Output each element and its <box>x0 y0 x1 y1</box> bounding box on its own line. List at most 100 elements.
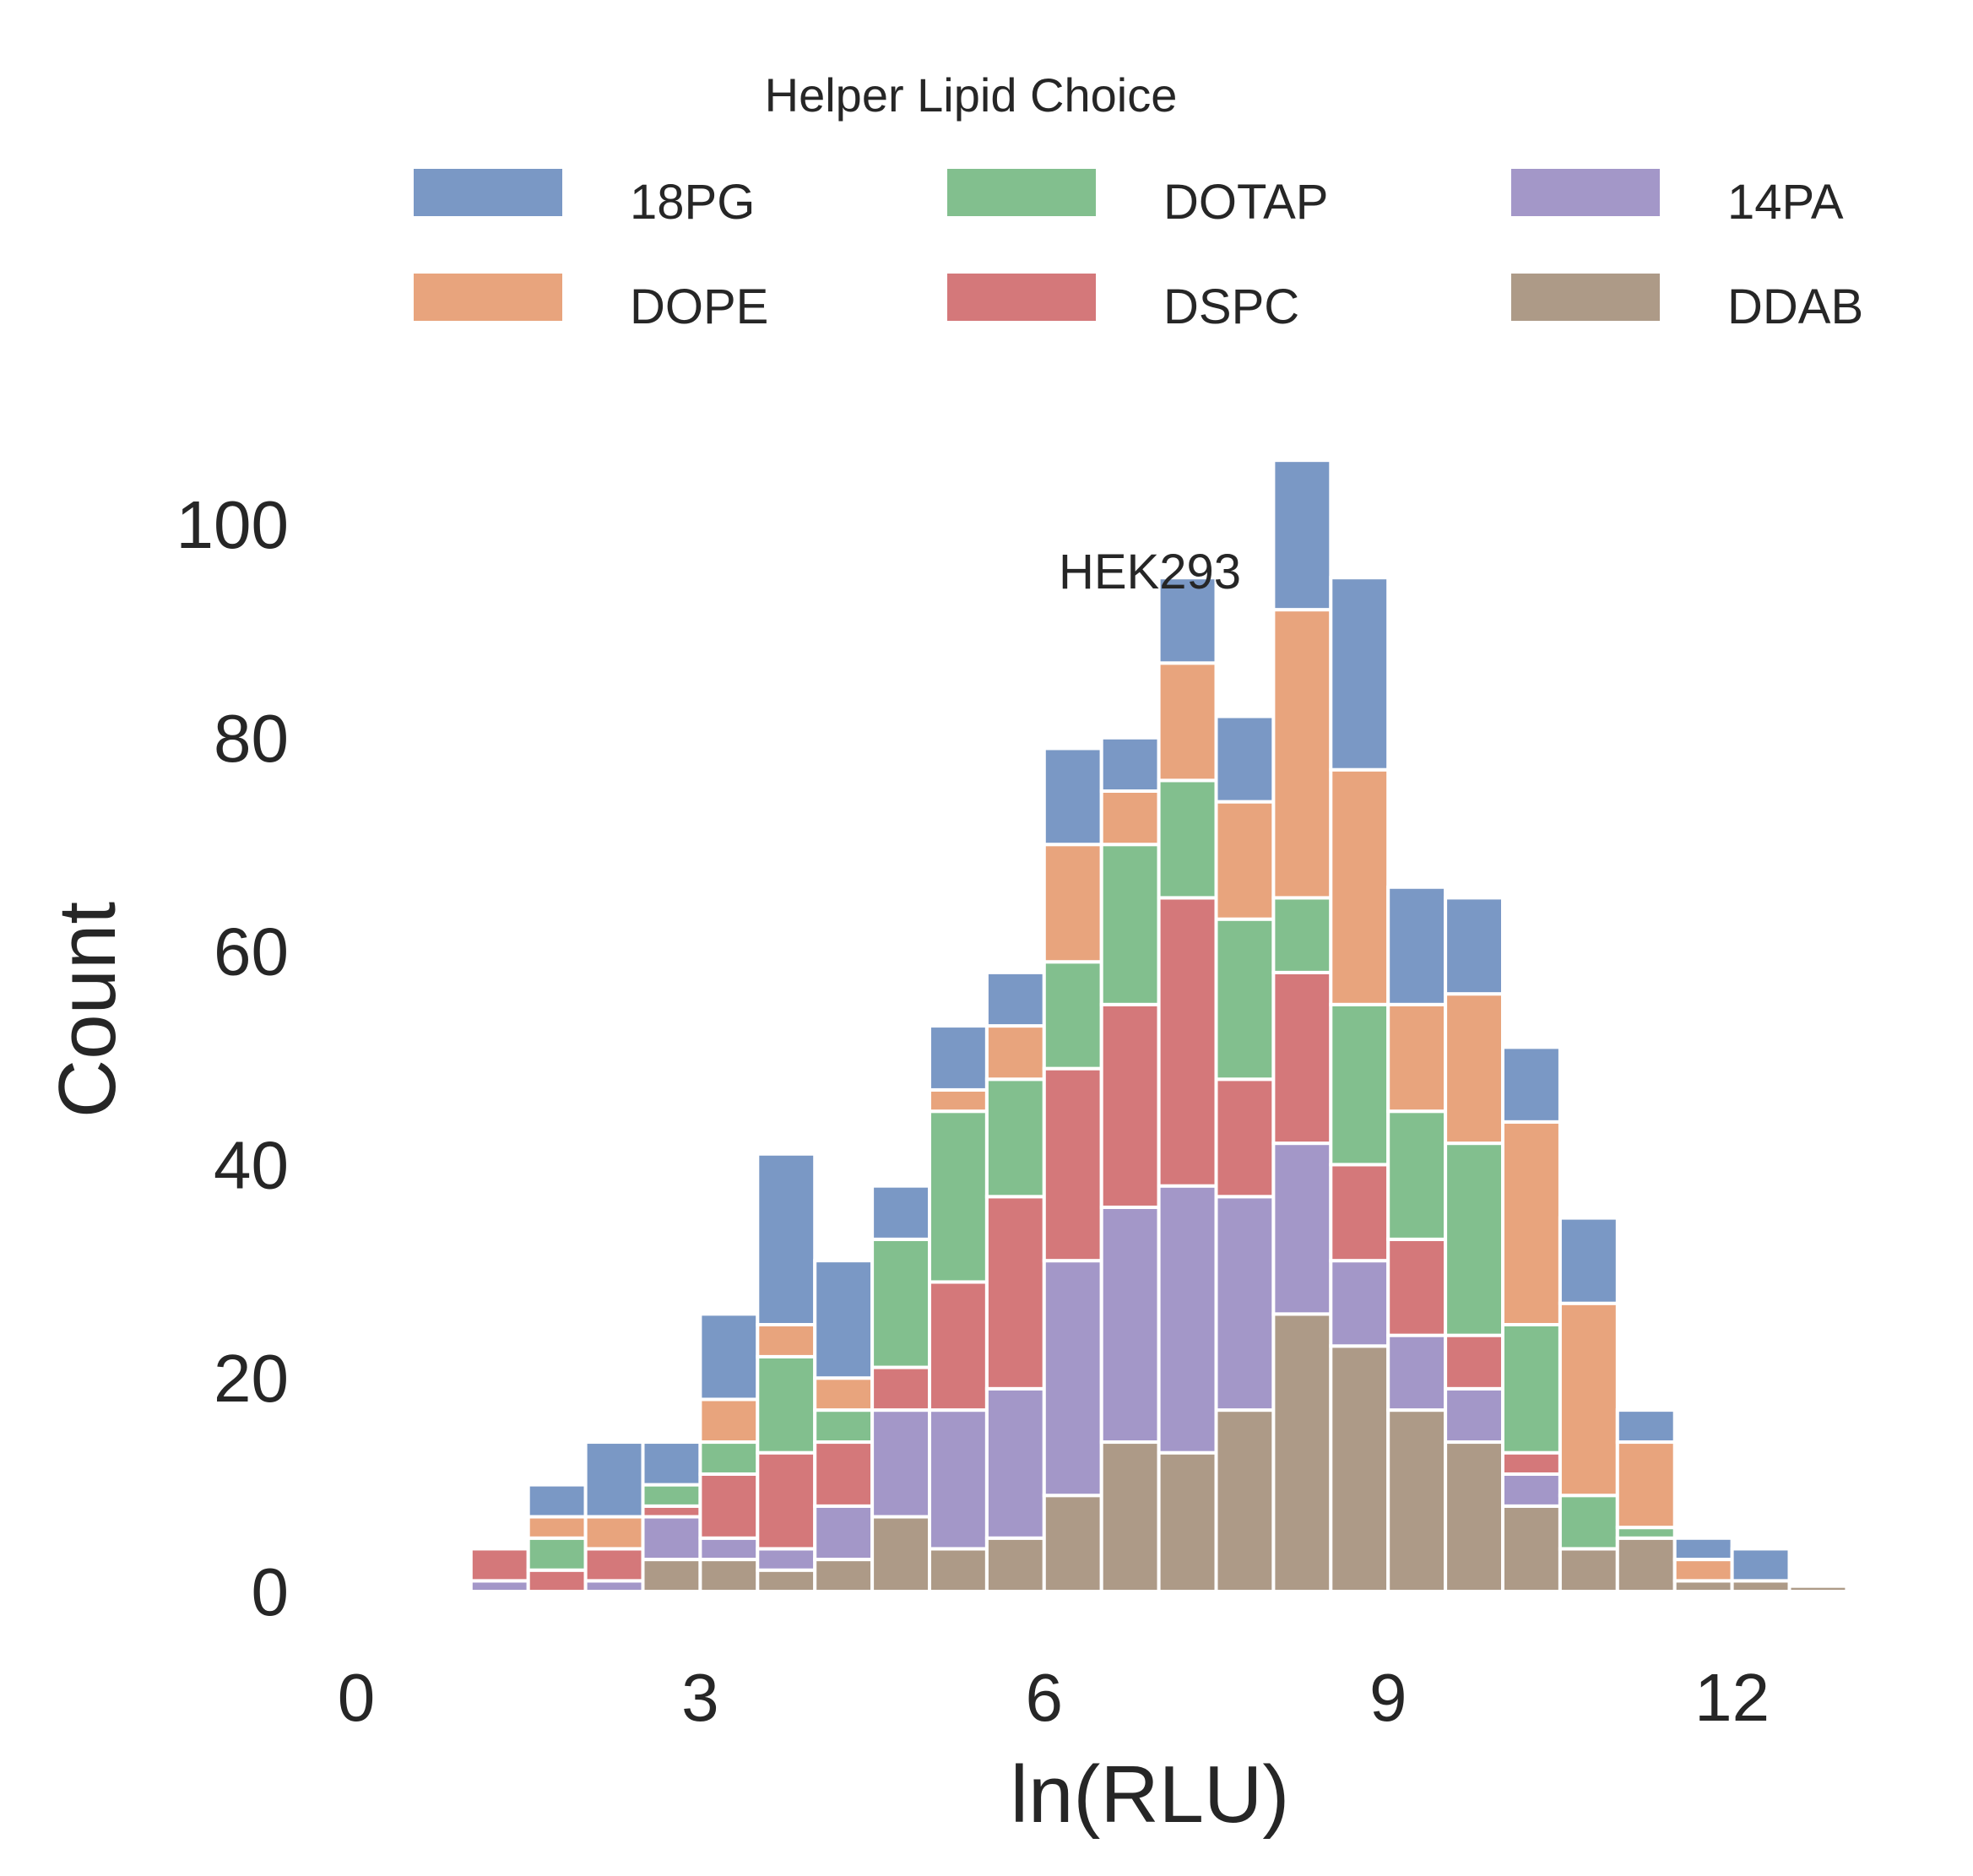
bar-ddab-bin-7 <box>870 1515 931 1594</box>
bar-dotap-bin-11 <box>1099 843 1161 1006</box>
bar-18pg-bin-18 <box>1501 1045 1562 1124</box>
bars-group <box>469 458 1849 1594</box>
bar-ddab-bin-23 <box>1787 1584 1849 1594</box>
bar-dotap-bin-19 <box>1558 1494 1619 1551</box>
bar-14pa-bin-17 <box>1444 1386 1504 1445</box>
bar-14pa-bin-12 <box>1157 1184 1218 1455</box>
bar-14pa-bin-7 <box>870 1408 931 1519</box>
bar-dspc-bin-9 <box>984 1195 1046 1391</box>
bar-dope-bin-19 <box>1558 1301 1619 1498</box>
bar-14pa-bin-15 <box>1329 1259 1390 1348</box>
bar-18pg-bin-7 <box>870 1184 931 1241</box>
bar-dspc-bin-18 <box>1501 1450 1562 1476</box>
bar-18pg-bin-11 <box>1099 735 1161 793</box>
bar-dope-bin-18 <box>1501 1120 1562 1326</box>
bar-dotap-bin-6 <box>813 1408 875 1445</box>
bar-ddab-bin-3 <box>641 1558 702 1593</box>
bar-dope-bin-9 <box>984 1024 1046 1082</box>
bar-dotap-bin-15 <box>1329 1002 1390 1167</box>
bar-ddab-bin-16 <box>1386 1408 1448 1593</box>
bar-dotap-bin-8 <box>928 1109 989 1284</box>
bar-dope-bin-12 <box>1157 661 1218 783</box>
bar-ddab-bin-11 <box>1099 1440 1161 1594</box>
bar-dope-bin-10 <box>1042 843 1103 964</box>
x-tick-label: 0 <box>338 1660 376 1735</box>
bar-18pg-bin-5 <box>756 1152 817 1327</box>
y-tick-label: 100 <box>176 487 289 562</box>
bar-ddab-bin-12 <box>1157 1450 1218 1594</box>
bar-14pa-bin-9 <box>984 1386 1046 1540</box>
bar-14pa-bin-13 <box>1214 1195 1276 1412</box>
legend-swatch <box>1511 169 1660 216</box>
bar-ddab-bin-6 <box>813 1558 875 1593</box>
bar-dope-bin-17 <box>1444 992 1504 1146</box>
bar-dspc-bin-7 <box>870 1365 931 1412</box>
y-tick-label: 0 <box>252 1554 290 1629</box>
legend-swatch <box>414 274 562 321</box>
bar-dope-bin-15 <box>1329 767 1390 1006</box>
bar-ddab-bin-17 <box>1444 1440 1504 1594</box>
y-axis-label: Count <box>42 902 133 1118</box>
bar-18pg-bin-2 <box>583 1440 645 1519</box>
bar-14pa-bin-14 <box>1271 1141 1333 1316</box>
bar-dotap-bin-10 <box>1042 960 1103 1071</box>
bar-dope-bin-16 <box>1386 1002 1448 1114</box>
bar-18pg-bin-3 <box>641 1440 702 1487</box>
bar-18pg-bin-19 <box>1558 1216 1619 1305</box>
bar-dspc-bin-12 <box>1157 896 1218 1188</box>
legend-label: DOPE <box>630 279 769 334</box>
bar-dope-bin-5 <box>756 1323 817 1358</box>
x-tick-labels: 0 3 6 9 12 <box>338 1660 1770 1735</box>
bar-dspc-bin-8 <box>928 1280 989 1412</box>
bar-dotap-bin-3 <box>641 1483 702 1508</box>
bar-18pg-bin-15 <box>1329 576 1390 772</box>
bar-dope-bin-14 <box>1271 608 1333 900</box>
bar-dotap-bin-17 <box>1444 1141 1504 1337</box>
bar-dope-bin-6 <box>813 1376 875 1412</box>
bar-dotap-bin-12 <box>1157 778 1218 900</box>
legend-label: DOTAP <box>1163 175 1329 230</box>
bar-18pg-bin-8 <box>928 1024 989 1092</box>
legend-swatch <box>947 169 1096 216</box>
bar-dspc-bin-15 <box>1329 1163 1390 1263</box>
bar-18pg-bin-13 <box>1214 714 1276 804</box>
bar-dotap-bin-16 <box>1386 1109 1448 1241</box>
bar-18pg-bin-4 <box>698 1312 760 1402</box>
bar-dspc-bin-10 <box>1042 1066 1103 1263</box>
bar-18pg-bin-22 <box>1730 1547 1791 1583</box>
bar-18pg-bin-16 <box>1386 885 1448 1006</box>
bar-dspc-bin-1 <box>526 1568 588 1593</box>
bar-18pg-bin-10 <box>1042 746 1103 847</box>
bar-dotap-bin-13 <box>1214 917 1276 1082</box>
bar-14pa-bin-5 <box>756 1547 817 1572</box>
bar-18pg-bin-17 <box>1444 896 1504 996</box>
legend-swatch <box>1511 274 1660 321</box>
y-tick-label: 20 <box>214 1341 289 1416</box>
bar-dope-bin-1 <box>526 1515 588 1540</box>
legend-title-text: Helper Lipid Choice <box>764 68 1178 122</box>
bar-18pg-bin-1 <box>526 1483 588 1519</box>
legend-label: DDAB <box>1727 279 1864 334</box>
x-tick-label: 6 <box>1026 1660 1064 1735</box>
bar-dotap-bin-14 <box>1271 896 1333 974</box>
bar-ddab-bin-9 <box>984 1536 1046 1594</box>
legend-title: Helper Lipid Choice <box>388 68 1908 122</box>
bar-dspc-bin-13 <box>1214 1077 1276 1199</box>
x-tick-label: 3 <box>681 1660 719 1735</box>
bar-dope-bin-8 <box>928 1087 989 1114</box>
bar-18pg-bin-12 <box>1157 576 1218 665</box>
y-tick-labels: 0 20 40 60 80 100 <box>176 487 289 1629</box>
bar-ddab-bin-19 <box>1558 1547 1619 1593</box>
bar-dope-bin-11 <box>1099 789 1161 847</box>
bar-ddab-bin-18 <box>1501 1504 1562 1594</box>
legend-label: 14PA <box>1727 175 1844 230</box>
y-tick-label: 80 <box>214 701 289 776</box>
y-tick-label: 40 <box>214 1127 289 1202</box>
bar-dotap-bin-5 <box>756 1354 817 1455</box>
bar-dope-bin-4 <box>698 1397 760 1445</box>
bar-18pg-bin-6 <box>813 1259 875 1380</box>
legend-label: 18PG <box>630 175 756 230</box>
bar-14pa-bin-3 <box>641 1515 702 1562</box>
bar-ddab-bin-13 <box>1214 1408 1276 1593</box>
